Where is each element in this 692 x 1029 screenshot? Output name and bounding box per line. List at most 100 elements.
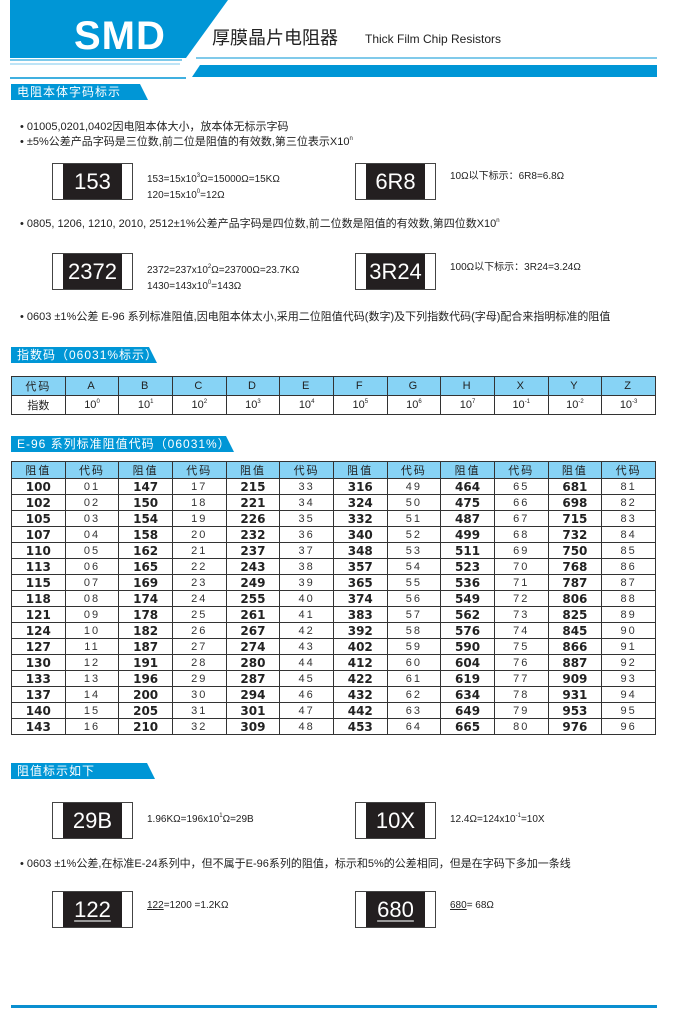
resistance-value: 118 <box>11 590 66 607</box>
resistance-code: 95 <box>601 702 656 719</box>
resistance-value: 196 <box>118 670 173 687</box>
exponent-power: 7 <box>472 399 476 405</box>
resistance-value: 191 <box>118 654 173 671</box>
resistance-code: 80 <box>493 718 549 735</box>
resistance-code: 45 <box>279 670 334 687</box>
resistance-code: 01 <box>64 478 120 495</box>
resistance-value: 165 <box>118 558 173 575</box>
table-row: 115 07 169 23 249 39 365 55 536 71 787 87 <box>11 574 656 591</box>
header-value: 阻值 <box>11 461 66 479</box>
chip-2372: 2372 <box>52 253 133 290</box>
resistance-code: 51 <box>386 510 442 527</box>
resistance-value: 221 <box>225 494 281 511</box>
index-exponent: 100 <box>64 395 120 415</box>
resistance-value: 301 <box>225 702 281 719</box>
resistance-code: 89 <box>601 606 656 623</box>
header-code: 代码 <box>601 461 656 479</box>
resistance-code: 41 <box>279 606 334 623</box>
resistance-code: 14 <box>64 686 120 703</box>
resistance-value: 100 <box>11 478 66 495</box>
resistance-code: 34 <box>279 494 334 511</box>
table-row: 110 05 162 21 237 37 348 53 511 69 750 85 <box>11 542 656 559</box>
resistance-code: 93 <box>601 670 656 687</box>
formula-10x: 12.4Ω=124x10-1=10X <box>450 813 545 825</box>
resistance-value: 237 <box>225 542 281 559</box>
resistance-value: 105 <box>11 510 66 527</box>
resistance-code: 90 <box>601 622 656 639</box>
resistance-value: 402 <box>332 638 388 655</box>
resistance-code: 21 <box>171 542 227 559</box>
exponent-power: 5 <box>364 399 369 405</box>
table-row: 124 10 182 26 267 42 392 58 576 74 845 90 <box>11 622 656 639</box>
resistance-value: 309 <box>225 718 281 735</box>
resistance-value: 422 <box>332 670 388 687</box>
resistance-code: 17 <box>171 478 227 495</box>
chip-10x: 10X <box>355 802 436 839</box>
title-cn: 厚膜晶片电阻器 <box>212 28 338 48</box>
resistance-value: 887 <box>547 654 603 671</box>
formula-2372: 2372=237x102Ω=23700Ω=23.7KΩ 1430=143x100… <box>147 264 300 292</box>
resistance-code: 85 <box>601 542 656 559</box>
resistance-value: 499 <box>440 526 495 543</box>
resistance-code: 71 <box>493 574 549 591</box>
resistance-code: 25 <box>171 606 227 623</box>
index-code: B <box>118 376 173 396</box>
resistance-code: 16 <box>64 718 120 735</box>
resistance-code: 05 <box>64 542 120 559</box>
resistance-value: 261 <box>225 606 281 623</box>
resistance-code: 54 <box>386 558 442 575</box>
index-exponent: 104 <box>279 395 334 415</box>
resistance-code: 50 <box>386 494 442 511</box>
header-code: 代码 <box>171 461 227 479</box>
resistance-value: 130 <box>11 654 66 671</box>
resistance-value: 174 <box>118 590 173 607</box>
table-row: 102 02 150 18 221 34 324 50 475 66 698 82 <box>11 494 656 511</box>
formula-29b: 1.96KΩ=196x101Ω=29B <box>147 813 254 825</box>
resistance-code: 02 <box>64 494 120 511</box>
index-code: C <box>171 376 227 396</box>
resistance-value: 511 <box>440 542 495 559</box>
resistance-code: 69 <box>493 542 549 559</box>
resistance-value: 604 <box>440 654 495 671</box>
index-row-exponents: 指数 100 101 102 103 104 105 106 107 10-1 10-2 10-3 <box>11 395 656 415</box>
resistance-code: 33 <box>279 478 334 495</box>
resistance-value: 102 <box>11 494 66 511</box>
resistance-code: 96 <box>601 718 656 735</box>
resistance-value: 698 <box>547 494 603 511</box>
resistance-code: 83 <box>601 510 656 527</box>
resistance-code: 58 <box>386 622 442 639</box>
resistance-value: 732 <box>547 526 603 543</box>
resistance-value: 267 <box>225 622 281 639</box>
resistance-code: 20 <box>171 526 227 543</box>
resistance-value: 866 <box>547 638 603 655</box>
resistance-code: 60 <box>386 654 442 671</box>
resistance-code: 53 <box>386 542 442 559</box>
resistance-value: 649 <box>440 702 495 719</box>
resistance-code: 68 <box>493 526 549 543</box>
resistance-value: 169 <box>118 574 173 591</box>
index-exponent: 107 <box>440 395 495 415</box>
resistance-code: 38 <box>279 558 334 575</box>
e96-code-table: 阻值 代码 阻值 代码 阻值 代码 阻值 代码 阻值 代码 阻值 代码 100 01 147 17 215 33 3… <box>11 461 656 735</box>
table-row: 100 01 147 17 215 33 316 49 464 65 681 81 <box>11 478 656 495</box>
index-exponent: 10-2 <box>547 395 603 415</box>
resistance-code: 30 <box>171 686 227 703</box>
resistance-value: 536 <box>440 574 495 591</box>
resistance-code: 74 <box>493 622 549 639</box>
resistance-code: 09 <box>64 606 120 623</box>
resistance-value: 150 <box>118 494 173 511</box>
resistance-value: 124 <box>11 622 66 639</box>
formula-6r8: 10Ω以下标示：6R8=6.8Ω <box>450 171 565 182</box>
index-exponent: 10-3 <box>601 395 656 415</box>
resistance-value: 931 <box>547 686 603 703</box>
formula-122: 122=1200 =1.2KΩ <box>147 900 229 911</box>
resistance-value: 249 <box>225 574 281 591</box>
resistance-value: 787 <box>547 574 603 591</box>
resistance-code: 72 <box>493 590 549 607</box>
row-header: 代码 <box>11 376 66 396</box>
resistance-code: 67 <box>493 510 549 527</box>
chip-6r8: 6R8 <box>355 163 436 200</box>
resistance-value: 562 <box>440 606 495 623</box>
index-code: Z <box>601 376 656 396</box>
resistance-value: 133 <box>11 670 66 687</box>
